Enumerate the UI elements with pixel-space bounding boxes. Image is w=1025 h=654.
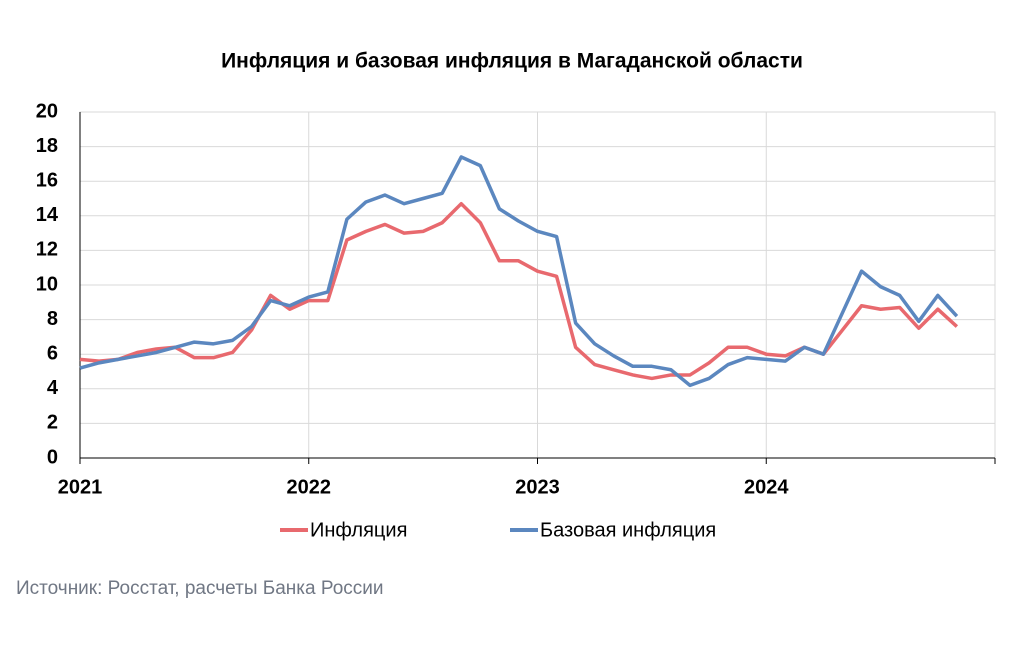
y-tick-label: 20 (36, 100, 58, 122)
y-tick-label: 2 (47, 412, 58, 434)
y-tick-label: 12 (36, 239, 58, 261)
line-series (79, 155, 959, 388)
y-tick-label: 8 (47, 308, 58, 330)
y-tick-label: 18 (36, 135, 58, 157)
y-tick-label: 0 (47, 446, 58, 468)
y-tick-label: 10 (36, 273, 58, 295)
legend-label: Базовая инфляция (540, 519, 716, 541)
chart-title: Инфляция и базовая инфляция в Магаданско… (221, 50, 803, 73)
y-tick-label: 4 (47, 377, 59, 399)
x-tick-label: 2024 (744, 476, 789, 498)
x-tick-label: 2021 (58, 476, 103, 498)
x-tick-label: 2023 (515, 476, 560, 498)
y-tick-label: 6 (47, 342, 58, 364)
source: Источник: Росстат, расчеты Банка России (16, 578, 384, 599)
y-tick-label: 16 (36, 169, 58, 191)
y-tick-label: 14 (36, 204, 59, 226)
legend-label: Инфляция (310, 519, 407, 541)
x-tick-label: 2022 (287, 476, 332, 498)
